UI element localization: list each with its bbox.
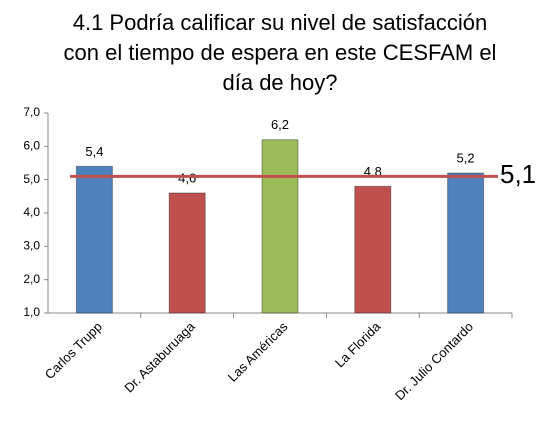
bar — [354, 185, 392, 314]
bar — [447, 172, 485, 314]
reference-label: 5,1 — [500, 159, 536, 189]
bar — [168, 192, 206, 314]
value-label: 5,2 — [457, 150, 475, 165]
y-tick-label: 7,0 — [23, 105, 40, 119]
x-tick-label: Dr. Julio Contardo — [392, 319, 476, 403]
x-tick-label: Las Américas — [225, 319, 291, 385]
y-tick-label: 6,0 — [23, 139, 40, 153]
x-tick-label: La Florida — [332, 318, 384, 370]
y-tick-label: 1,0 — [23, 305, 40, 319]
y-tick-label: 4,0 — [23, 205, 40, 219]
value-label: 4,6 — [178, 170, 196, 185]
x-tick-label: Carlos Trupp — [42, 319, 105, 382]
y-tick-label: 3,0 — [23, 239, 40, 253]
value-label: 5,4 — [85, 144, 103, 159]
bar — [261, 139, 299, 314]
x-tick-label: Dr. Astaburuaga — [121, 318, 198, 395]
chart-title: 4.1 Podría calificar su nivel de satisfa… — [63, 10, 497, 95]
y-tick-label: 2,0 — [23, 272, 40, 286]
y-tick-label: 5,0 — [23, 172, 40, 186]
bar — [75, 165, 113, 314]
value-label: 6,2 — [271, 117, 289, 132]
